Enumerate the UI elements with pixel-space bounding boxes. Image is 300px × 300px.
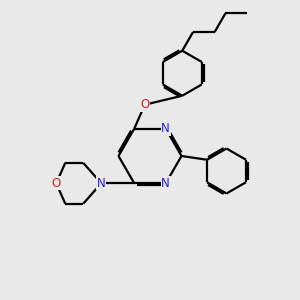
Text: N: N (97, 177, 106, 190)
Text: N: N (161, 122, 170, 135)
Text: O: O (140, 98, 149, 111)
Text: O: O (52, 177, 61, 190)
Text: N: N (161, 177, 170, 190)
